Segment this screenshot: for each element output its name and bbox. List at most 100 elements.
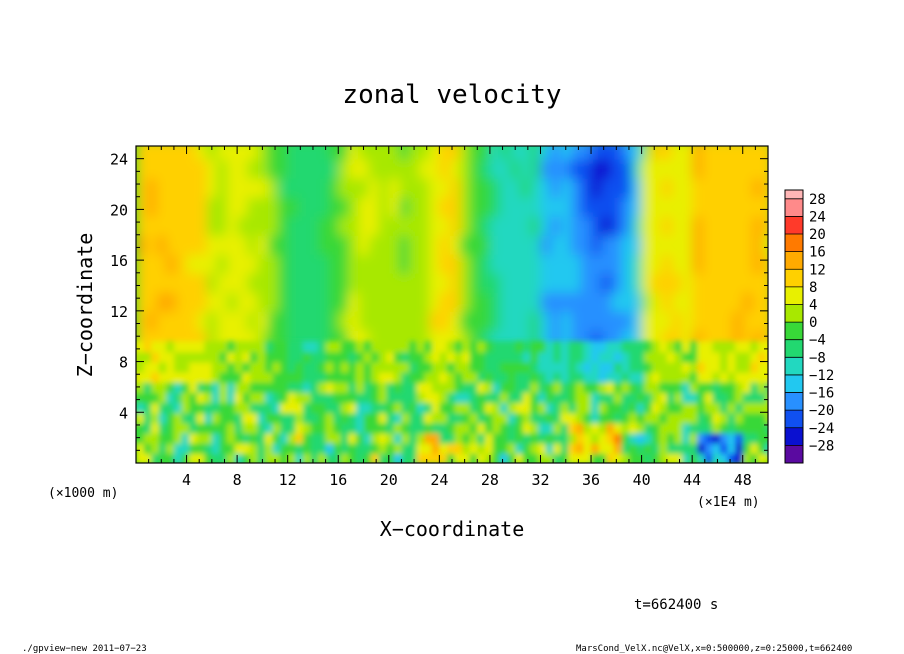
field-cell bbox=[641, 215, 653, 236]
field-cell bbox=[651, 402, 661, 414]
field-cell bbox=[257, 341, 266, 353]
field-cell bbox=[234, 371, 244, 383]
field-cell bbox=[477, 371, 486, 383]
field-cell bbox=[575, 381, 585, 393]
field-cell bbox=[416, 351, 426, 363]
colorbar-swatch bbox=[785, 322, 803, 341]
field-cell bbox=[682, 272, 694, 293]
field-cell bbox=[328, 310, 340, 331]
field-cell bbox=[692, 196, 704, 217]
field-cell bbox=[156, 196, 168, 217]
field-cell bbox=[280, 351, 289, 363]
field-cell bbox=[368, 215, 380, 236]
field-cell bbox=[520, 177, 532, 198]
field-cell bbox=[530, 253, 542, 274]
field-cell bbox=[307, 272, 320, 293]
field-cell bbox=[651, 234, 663, 255]
field-cell bbox=[264, 341, 274, 353]
field-cell bbox=[469, 402, 479, 414]
field-cell bbox=[689, 371, 699, 383]
field-cell bbox=[631, 146, 643, 160]
field-cell bbox=[752, 177, 764, 198]
field-cell bbox=[515, 391, 524, 404]
field-cell bbox=[237, 291, 249, 312]
field-cell bbox=[570, 158, 582, 179]
field-cell bbox=[530, 442, 539, 454]
field-cell bbox=[446, 412, 456, 424]
field-cell bbox=[682, 381, 691, 393]
field-cell bbox=[340, 432, 350, 444]
field-cell bbox=[227, 361, 236, 373]
field-cell bbox=[206, 215, 218, 236]
field-cell bbox=[216, 158, 229, 179]
field-cell bbox=[173, 381, 183, 393]
field-cell bbox=[295, 412, 304, 424]
field-cell bbox=[186, 215, 198, 236]
field-cell bbox=[287, 381, 297, 393]
field-cell bbox=[735, 351, 744, 363]
field-cell bbox=[393, 452, 403, 463]
field-cell bbox=[211, 432, 221, 444]
field-cell bbox=[697, 432, 706, 444]
field-cell bbox=[439, 341, 448, 353]
field-cell bbox=[424, 442, 433, 454]
field-cell bbox=[449, 329, 461, 350]
field-cell bbox=[704, 371, 714, 383]
field-cell bbox=[727, 341, 737, 353]
field-cell bbox=[492, 432, 502, 444]
field-cell bbox=[318, 329, 330, 350]
field-cell bbox=[522, 452, 532, 463]
field-cell bbox=[545, 371, 555, 383]
field-cell bbox=[522, 371, 532, 383]
field-cell bbox=[500, 391, 509, 404]
field-cell bbox=[636, 351, 646, 363]
field-cell bbox=[674, 371, 684, 383]
field-cell bbox=[522, 381, 532, 393]
field-cell bbox=[204, 412, 213, 424]
field-cell bbox=[297, 158, 309, 179]
field-cell bbox=[348, 146, 360, 160]
field-cell bbox=[515, 452, 524, 463]
field-cell bbox=[146, 310, 158, 331]
field-cell bbox=[757, 381, 767, 393]
field-cell bbox=[242, 452, 251, 463]
field-cell bbox=[439, 452, 448, 463]
field-cell bbox=[636, 442, 646, 454]
field-cell bbox=[297, 253, 309, 274]
field-cell bbox=[340, 422, 350, 434]
field-cell bbox=[580, 158, 593, 179]
colorbar-label: 28 bbox=[809, 192, 826, 208]
field-cell bbox=[318, 234, 330, 255]
field-cell bbox=[355, 452, 365, 463]
field-cell bbox=[580, 146, 593, 160]
field-cell bbox=[580, 177, 593, 198]
field-cell bbox=[328, 146, 340, 160]
field-cell bbox=[219, 361, 229, 373]
field-cell bbox=[697, 391, 706, 404]
field-cell bbox=[409, 452, 418, 463]
field-cell bbox=[682, 351, 691, 363]
field-cell bbox=[401, 381, 411, 393]
field-cell bbox=[431, 402, 441, 414]
field-cell bbox=[297, 234, 309, 255]
footer-left: ./gpview−new 2011−07−23 bbox=[22, 644, 147, 654]
field-cell bbox=[644, 361, 653, 373]
field-cell bbox=[363, 371, 373, 383]
field-cell bbox=[176, 310, 188, 331]
field-cell bbox=[682, 452, 691, 463]
field-cell bbox=[449, 177, 461, 198]
field-cell bbox=[446, 422, 456, 434]
field-cell bbox=[424, 361, 433, 373]
field-cell bbox=[368, 234, 380, 255]
field-cell bbox=[378, 402, 388, 414]
field-cell bbox=[611, 177, 623, 198]
field-cell bbox=[732, 329, 744, 350]
field-cell bbox=[378, 329, 390, 350]
field-cell bbox=[227, 158, 239, 179]
field-cell bbox=[368, 177, 380, 198]
field-cell bbox=[697, 442, 706, 454]
field-cell bbox=[469, 391, 479, 404]
field-cell bbox=[570, 291, 582, 312]
field-cell bbox=[242, 412, 251, 424]
field-cell bbox=[424, 432, 433, 444]
